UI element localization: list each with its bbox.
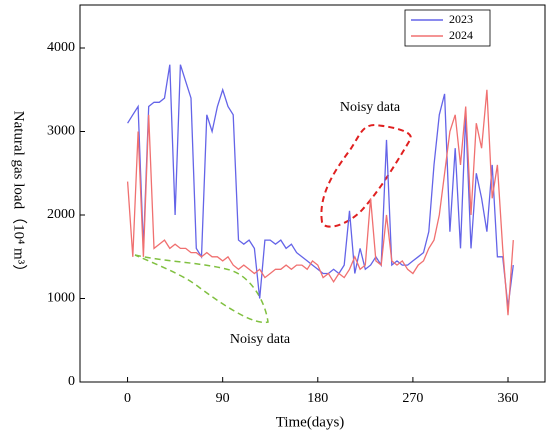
y-axis-label: Natural gas load（10⁴ m³） xyxy=(11,111,28,279)
y-tick-label: 4000 xyxy=(47,40,75,55)
annotation-shape xyxy=(320,123,412,228)
plot-frame xyxy=(79,4,546,383)
y-tick-label: 3000 xyxy=(47,124,75,139)
series-line xyxy=(126,89,514,316)
y-tick-label: 2000 xyxy=(47,207,75,222)
x-tick-label: 90 xyxy=(216,391,230,406)
x-tick-label: 360 xyxy=(498,391,519,406)
annotation-shape xyxy=(134,254,269,324)
annotation: Noisy data xyxy=(340,100,401,115)
x-tick-label: 270 xyxy=(402,391,423,406)
legend-label: 2024 xyxy=(449,28,473,42)
y-tick-label: 0 xyxy=(68,374,75,389)
y-tick-label: 1000 xyxy=(47,291,75,306)
x-tick-label: 180 xyxy=(307,391,328,406)
legend-label: 2023 xyxy=(449,12,473,26)
annotation: Noisy data xyxy=(230,332,291,347)
x-tick-label: 0 xyxy=(124,391,131,406)
legend-box xyxy=(404,9,491,47)
x-axis-label: Time(days) xyxy=(276,414,345,430)
